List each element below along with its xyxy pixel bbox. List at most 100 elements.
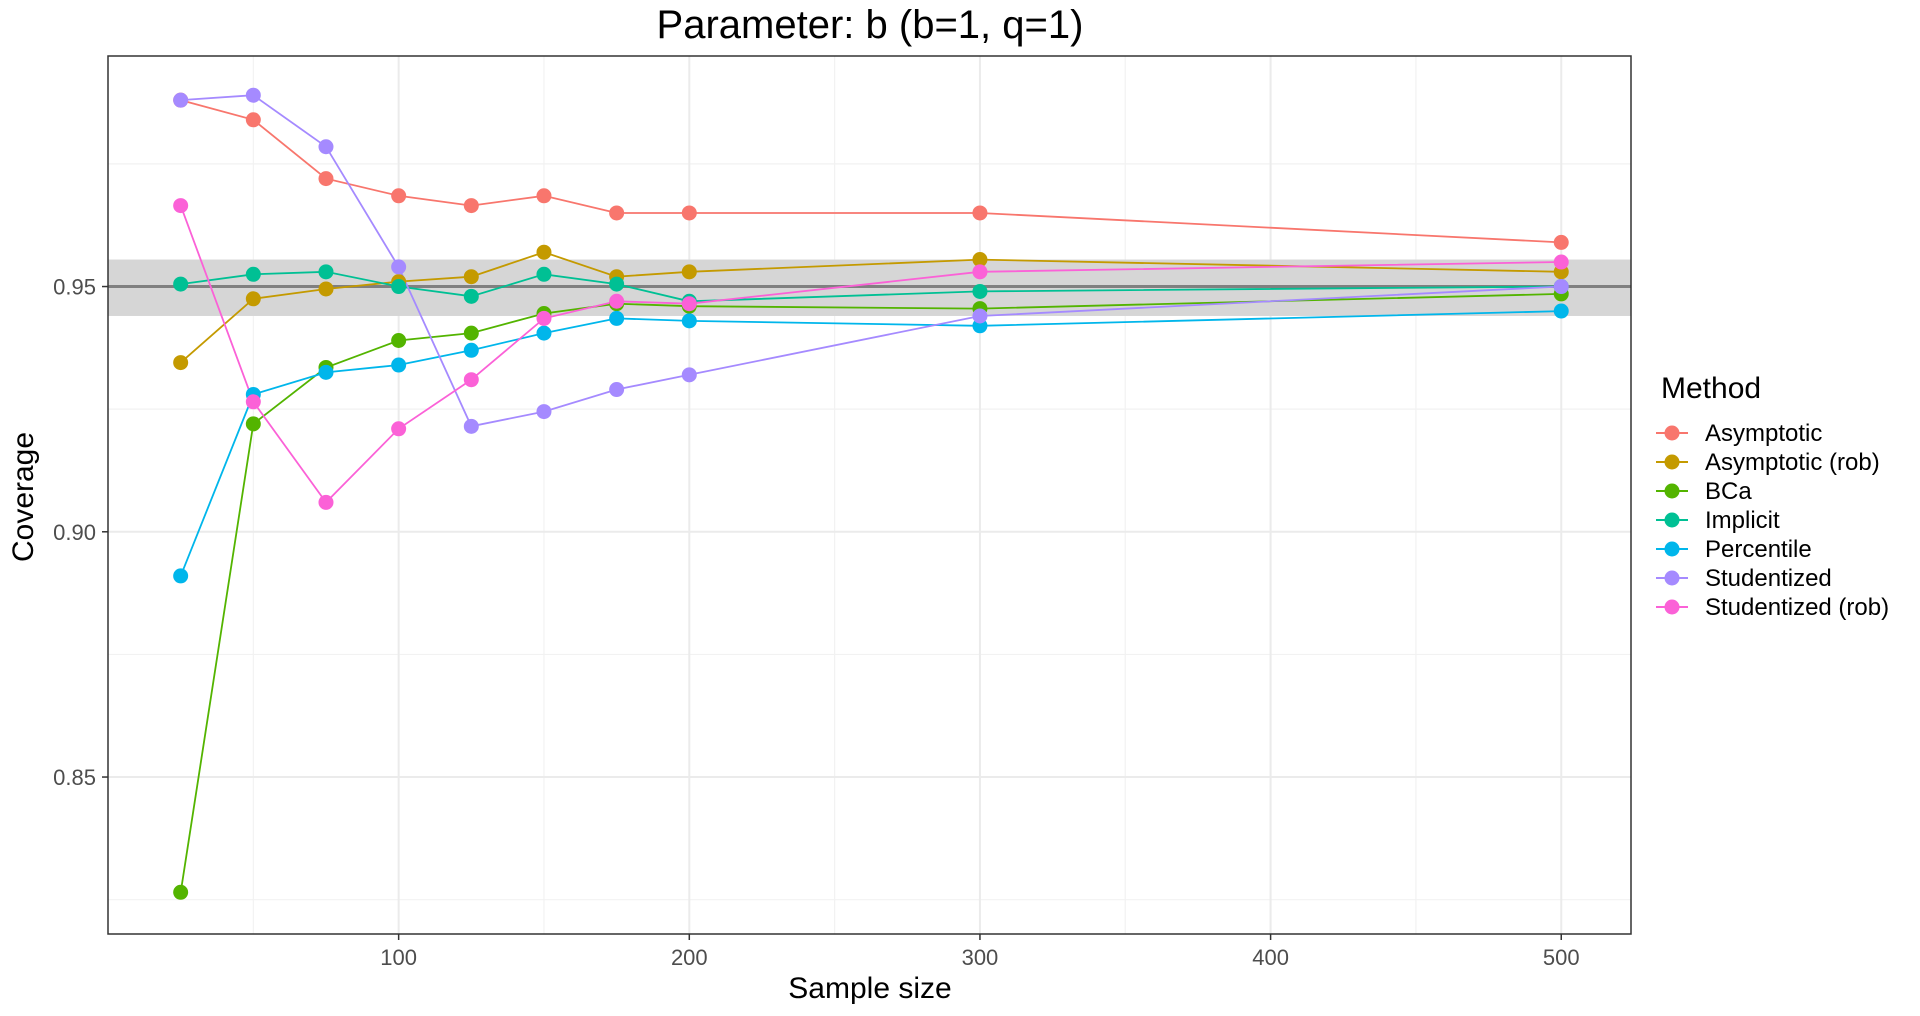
data-point: [463, 325, 479, 341]
data-point: [609, 276, 625, 292]
series-line-3: [180, 270, 1562, 303]
data-point: [173, 568, 189, 584]
y-tick-label: 0.90: [53, 520, 96, 545]
series-line-0: [180, 99, 1562, 244]
legend-key-marker: [1664, 454, 1680, 470]
legend-item: Implicit: [1656, 507, 1780, 534]
data-point: [536, 266, 552, 282]
data-point: [972, 205, 988, 221]
data-point: [245, 87, 261, 103]
data-point: [536, 310, 552, 326]
series-line-6: [179, 205, 1562, 504]
data-point: [609, 382, 625, 398]
series-line-2: [179, 293, 1562, 893]
data-point: [1553, 254, 1569, 270]
legend-label: Percentile: [1705, 536, 1812, 563]
data-point: [681, 367, 697, 383]
data-point: [391, 279, 407, 295]
data-point: [245, 416, 261, 432]
x-axis-title: Sample size: [788, 972, 951, 1005]
y-tick-label: 0.95: [53, 275, 96, 300]
data-point: [463, 342, 479, 358]
legend-label: BCa: [1705, 478, 1752, 505]
legend-label: Studentized (rob): [1705, 594, 1889, 621]
data-point: [609, 310, 625, 326]
x-tick-label: 200: [671, 945, 708, 970]
data-point: [245, 266, 261, 282]
data-point: [536, 325, 552, 341]
data-point: [318, 281, 334, 297]
axis-layer: 100 200 300 400 500 0.85 0.90 0.95: [53, 275, 1579, 970]
data-point: [463, 288, 479, 304]
legend-key-marker: [1664, 570, 1680, 586]
data-point: [972, 264, 988, 280]
panel-frame-layer: [107, 55, 1632, 935]
data-point: [463, 418, 479, 434]
data-point: [1553, 303, 1569, 319]
legend-key-marker: [1664, 425, 1680, 441]
legend-title: Method: [1661, 372, 1761, 405]
x-tick-label: 400: [1252, 945, 1289, 970]
data-point: [536, 188, 552, 204]
legend-key-marker: [1664, 483, 1680, 499]
data-point: [391, 357, 407, 373]
legend-item: Studentized: [1656, 565, 1832, 592]
data-point: [463, 269, 479, 285]
data-point: [245, 394, 261, 410]
legend-label: Asymptotic (rob): [1705, 449, 1880, 476]
series-line-5: [180, 94, 1562, 428]
data-point: [391, 332, 407, 348]
data-point: [681, 264, 697, 280]
y-tick-label: 0.85: [53, 765, 96, 790]
data-point: [173, 884, 189, 900]
legend-key-marker: [1664, 541, 1680, 557]
legend-label: Asymptotic: [1705, 420, 1822, 447]
data-point: [463, 198, 479, 214]
legend-item: Asymptotic (rob): [1656, 449, 1880, 476]
legend-label: Studentized: [1705, 565, 1832, 592]
data-point: [972, 252, 988, 268]
x-tick-label: 500: [1543, 945, 1580, 970]
data-point: [536, 244, 552, 260]
legend-item: Percentile: [1656, 536, 1812, 563]
data-point: [463, 372, 479, 388]
data-point: [318, 494, 334, 510]
data-point: [681, 296, 697, 312]
legend-label: Implicit: [1705, 507, 1780, 534]
data-point: [391, 259, 407, 275]
data-point: [681, 205, 697, 221]
data-point: [318, 139, 334, 155]
data-point: [609, 293, 625, 309]
data-point: [173, 198, 189, 214]
x-tick-label: 100: [380, 945, 417, 970]
legend-item: Studentized (rob): [1656, 594, 1889, 621]
data-point: [972, 308, 988, 324]
legend-key-marker: [1664, 599, 1680, 615]
data-point: [1553, 234, 1569, 250]
data-point: [972, 283, 988, 299]
data-point: [318, 364, 334, 380]
data-point: [245, 112, 261, 128]
panel-border: [107, 55, 1632, 935]
data-point: [245, 291, 261, 307]
legend-key-marker: [1664, 512, 1680, 528]
data-point: [173, 92, 189, 108]
chart-title: Parameter: b (b=1, q=1): [657, 3, 1084, 47]
x-tick-label: 300: [962, 945, 999, 970]
legend-item: BCa: [1656, 478, 1752, 505]
data-point: [536, 404, 552, 420]
series-line-4: [179, 310, 1562, 577]
data-point: [391, 188, 407, 204]
data-point: [609, 205, 625, 221]
data-point: [391, 421, 407, 437]
series-layer: [173, 87, 1569, 900]
legend-item: Asymptotic: [1656, 420, 1822, 447]
data-point: [173, 355, 189, 371]
series-line-1: [180, 251, 1562, 364]
data-point: [318, 171, 334, 187]
y-axis-title: Coverage: [7, 432, 40, 562]
